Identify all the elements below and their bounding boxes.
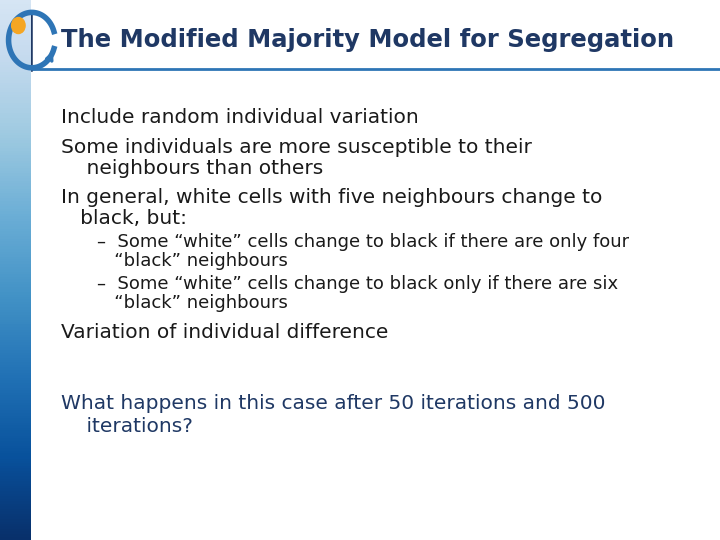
Text: Some individuals are more susceptible to their: Some individuals are more susceptible to… [61,138,532,157]
Text: In general, white cells with five neighbours change to: In general, white cells with five neighb… [61,188,603,207]
Text: black, but:: black, but: [61,209,187,228]
Text: The Modified Majority Model for Segregation: The Modified Majority Model for Segregat… [61,29,675,52]
Text: –  Some “white” cells change to black only if there are six: – Some “white” cells change to black onl… [97,275,618,293]
Text: neighbours than others: neighbours than others [61,159,323,178]
Text: Variation of individual difference: Variation of individual difference [61,323,389,342]
Text: Include random individual variation: Include random individual variation [61,108,419,127]
Text: iterations?: iterations? [61,417,193,436]
Text: “black” neighbours: “black” neighbours [97,294,288,312]
Text: –  Some “white” cells change to black if there are only four: – Some “white” cells change to black if … [97,233,629,251]
Text: What happens in this case after 50 iterations and 500: What happens in this case after 50 itera… [61,394,606,413]
Text: “black” neighbours: “black” neighbours [97,252,288,270]
Circle shape [12,17,25,33]
